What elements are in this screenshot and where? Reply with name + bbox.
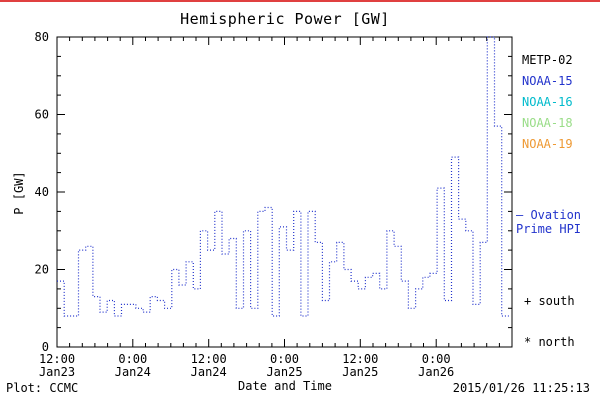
x-tick-date-label: Jan23 — [39, 365, 75, 379]
y-tick-label: 80 — [35, 30, 49, 44]
hpi-step-line — [57, 36, 509, 317]
x-tick-date-label: Jan25 — [266, 365, 302, 379]
chart-title: Hemispheric Power [GW] — [180, 10, 390, 28]
legend-item-noaa-19: NOAA-19 — [522, 137, 573, 151]
x-tick-time-label: 12:00 — [191, 352, 227, 366]
x-tick-time-label: 0:00 — [422, 352, 451, 366]
x-tick-date-label: Jan25 — [342, 365, 378, 379]
x-tick-time-label: 12:00 — [39, 352, 75, 366]
legend-item-noaa-18: NOAA-18 — [522, 116, 573, 130]
satellite-legend: METP-02 NOAA-15 NOAA-16 NOAA-18 NOAA-19 — [522, 50, 573, 155]
plot-credit: Plot: CCMC — [6, 381, 79, 395]
x-axis-label: Date and Time — [238, 379, 332, 393]
timestamp: 2015/01/26 11:25:13 — [452, 381, 590, 395]
ovation-note-line2: Prime HPI — [516, 222, 582, 236]
x-tick-time-label: 0:00 — [118, 352, 147, 366]
legend-item-metp-02: METP-02 — [522, 53, 573, 67]
y-tick-label: 20 — [35, 263, 49, 277]
axis-box — [56, 36, 513, 348]
ovation-note-line1: – Ovation — [516, 208, 582, 222]
legend-item-noaa-15: NOAA-15 — [522, 74, 573, 88]
x-tick-time-label: 12:00 — [342, 352, 378, 366]
south-marker-key: + south — [524, 294, 575, 308]
legend-item-noaa-16: NOAA-16 — [522, 95, 573, 109]
x-tick-time-label: 0:00 — [270, 352, 299, 366]
ovation-prime-note: – Ovation Prime HPI — [516, 208, 581, 236]
x-tick-date-label: Jan24 — [115, 365, 151, 379]
north-marker-key: * north — [524, 335, 575, 349]
y-tick-label: 60 — [35, 108, 49, 122]
y-tick-label: 0 — [42, 340, 49, 354]
y-tick-label: 40 — [35, 185, 49, 199]
x-tick-date-label: Jan26 — [418, 365, 454, 379]
x-tick-date-label: Jan24 — [191, 365, 227, 379]
